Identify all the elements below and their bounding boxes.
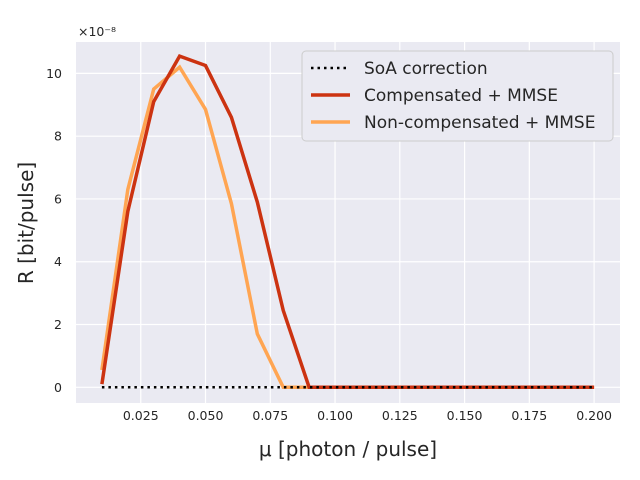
x-tick-label: 0.050	[188, 408, 224, 423]
legend-label-2: Non-compensated + MMSE	[364, 113, 595, 133]
legend: SoA correction Compensated + MMSE Non-comp…	[301, 50, 614, 142]
y-ticks: 0 2 4 6 8 10	[46, 66, 62, 395]
legend-label-0: SoA correction	[364, 59, 488, 79]
y-tick-label: 10	[46, 66, 62, 81]
x-axis-label: μ [photon / pulse]	[259, 437, 437, 461]
x-tick-label: 0.075	[252, 408, 288, 423]
x-tick-label: 0.175	[511, 408, 547, 423]
y-tick-label: 6	[54, 191, 62, 206]
legend-box	[301, 50, 614, 142]
x-tick-label: 0.200	[576, 408, 612, 423]
y-tick-label: 8	[54, 129, 62, 144]
x-ticks: 0.025 0.050 0.075 0.100 0.125 0.150 0.175 0.200	[123, 408, 612, 423]
y-offset-label: ×10⁻⁸	[78, 24, 116, 39]
x-tick-label: 0.100	[317, 408, 353, 423]
x-tick-label: 0.150	[447, 408, 483, 423]
y-tick-label: 2	[54, 317, 62, 332]
y-tick-label: 4	[54, 254, 62, 269]
x-tick-label: 0.125	[382, 408, 418, 423]
y-tick-label: 0	[54, 380, 62, 395]
x-tick-label: 0.025	[123, 408, 159, 423]
series-layer	[100, 53, 595, 390]
y-axis-label: R [bit/pulse]	[14, 162, 38, 284]
legend-label-1: Compensated + MMSE	[364, 86, 558, 106]
